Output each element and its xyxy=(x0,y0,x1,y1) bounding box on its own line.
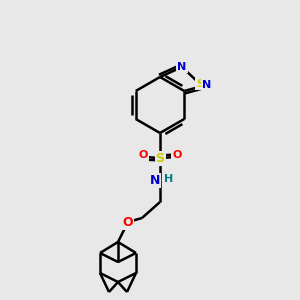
Text: H: H xyxy=(164,174,174,184)
Text: O: O xyxy=(123,215,133,229)
Text: N: N xyxy=(150,173,160,187)
Text: S: S xyxy=(196,79,204,89)
Text: O: O xyxy=(172,150,182,160)
Text: O: O xyxy=(138,150,148,160)
Text: N: N xyxy=(177,62,187,72)
Text: S: S xyxy=(155,152,164,164)
Text: N: N xyxy=(202,80,211,90)
